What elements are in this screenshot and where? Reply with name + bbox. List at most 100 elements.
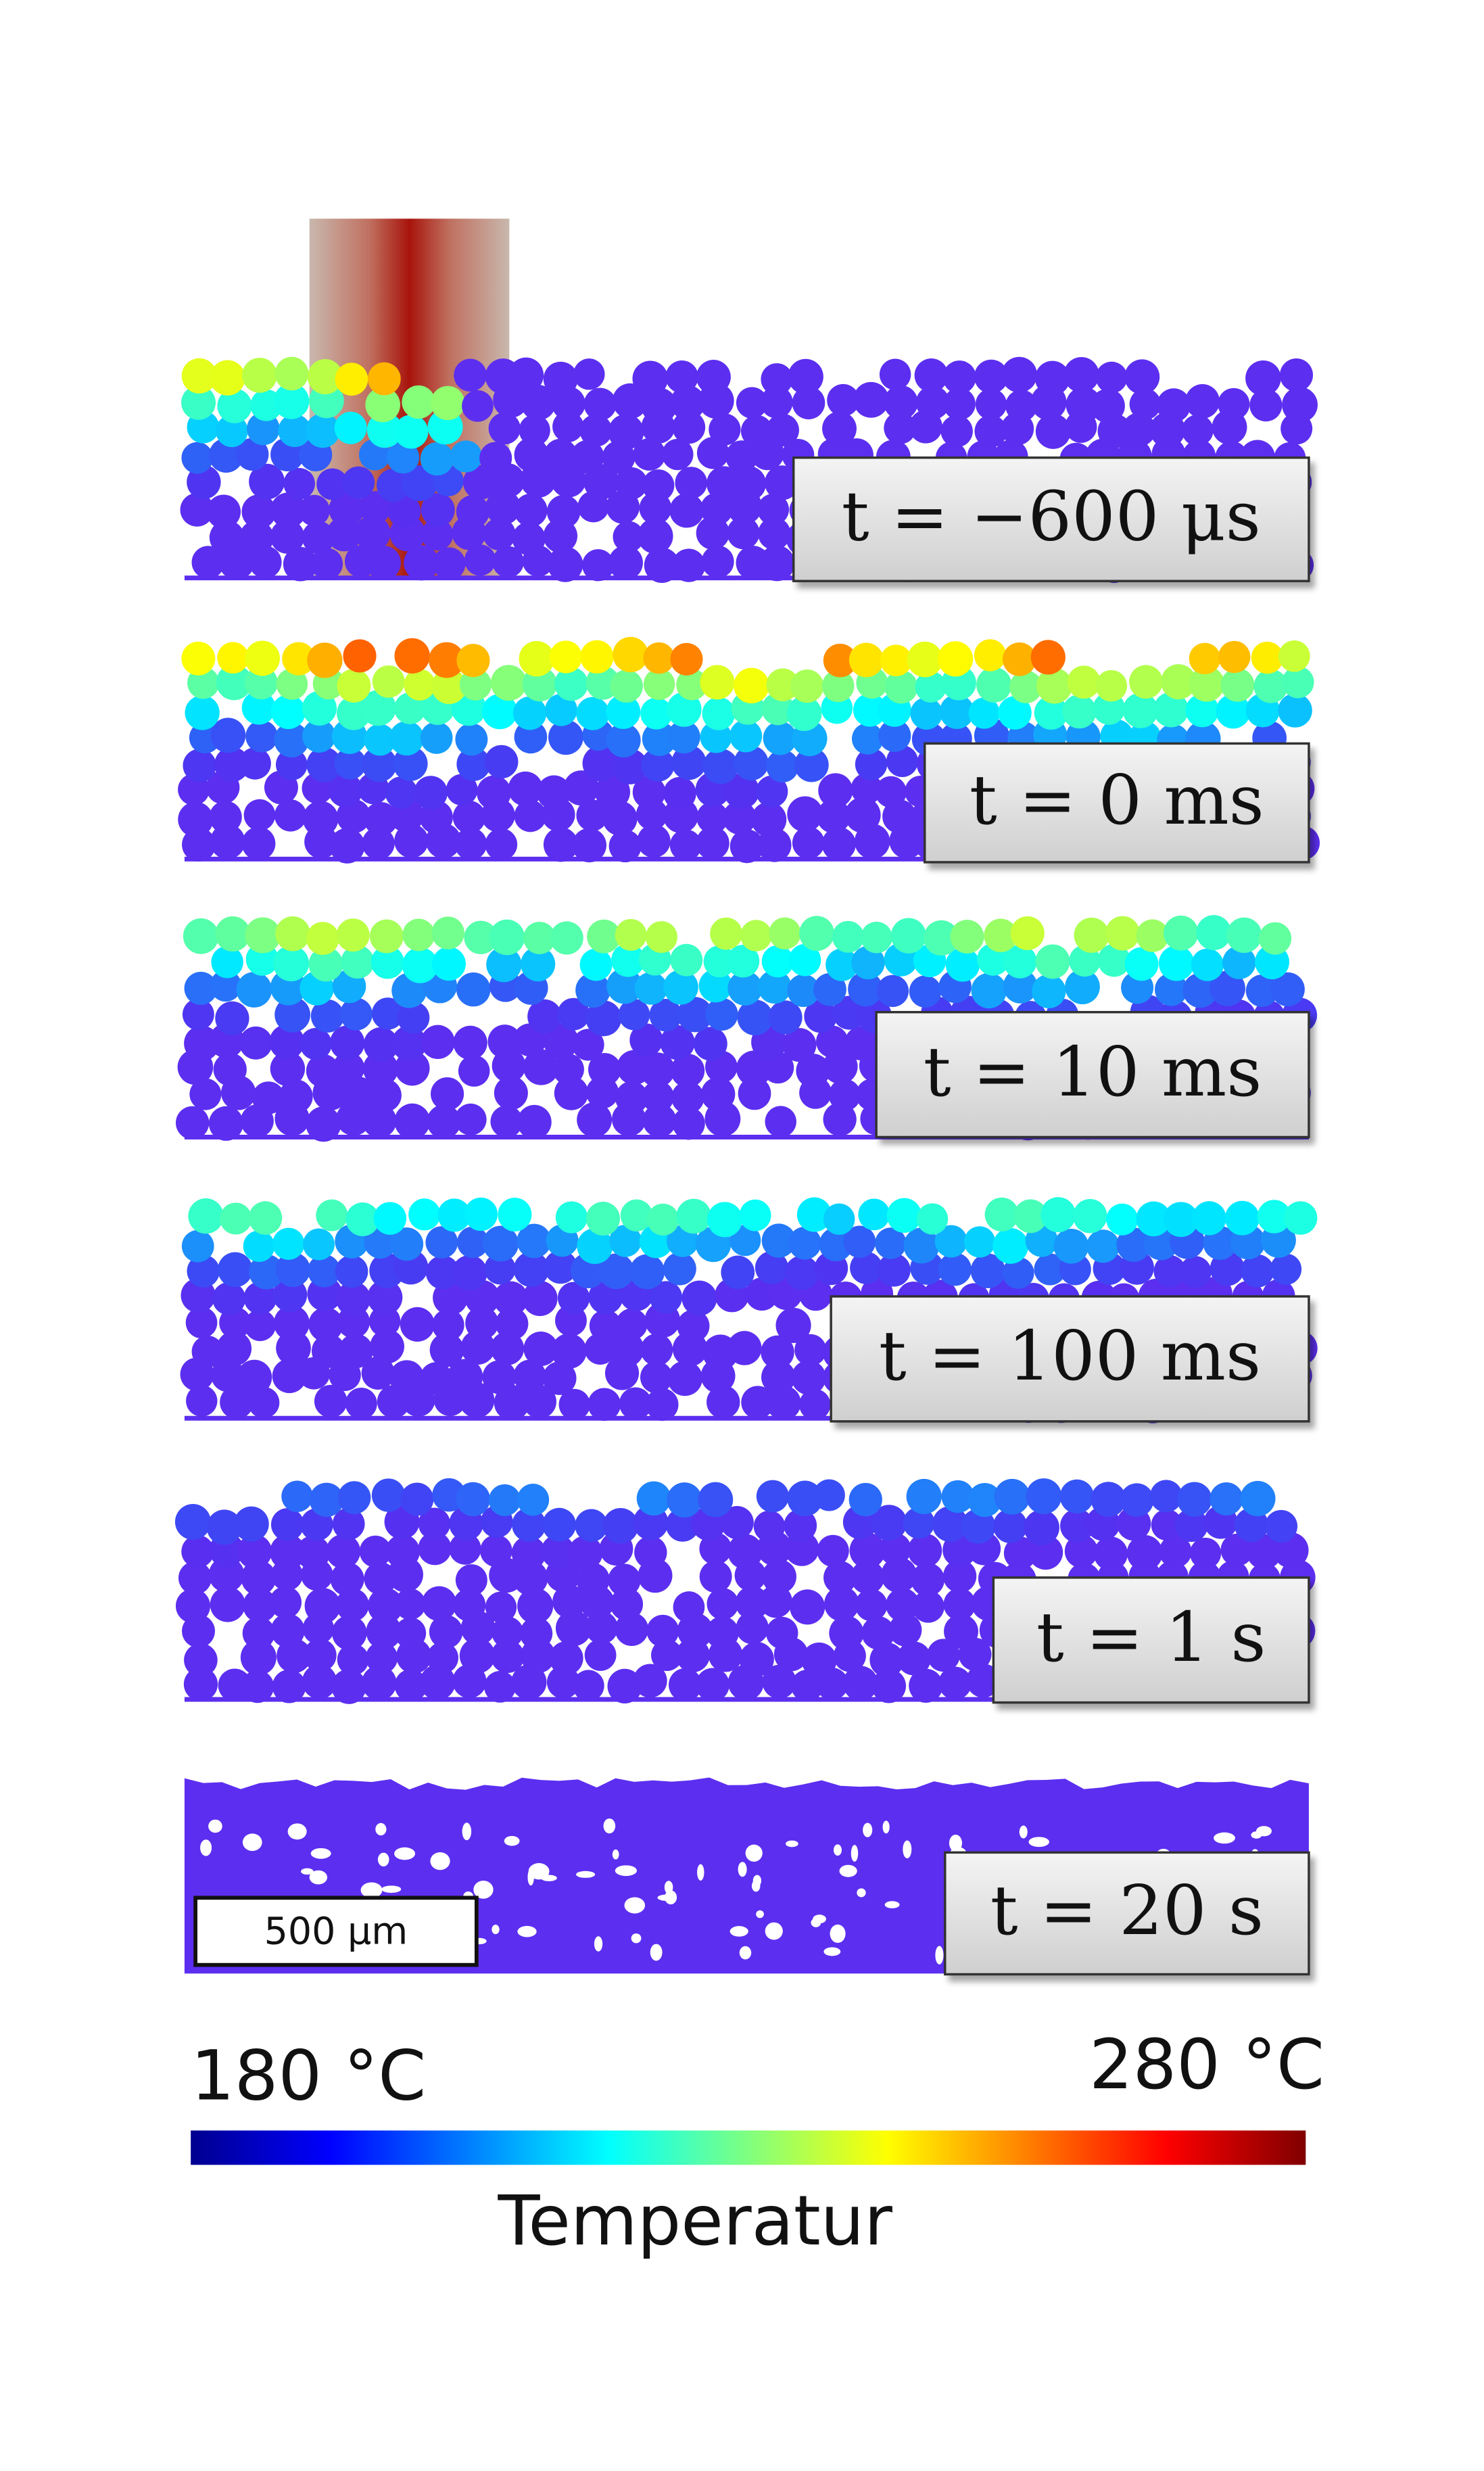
particle (775, 1307, 811, 1343)
particle (696, 1668, 729, 1702)
particle (738, 1077, 771, 1110)
particle (642, 469, 675, 502)
particle (823, 1203, 855, 1235)
particle (827, 383, 860, 417)
particle (275, 1252, 310, 1288)
particle (446, 774, 478, 806)
particle (984, 918, 1018, 953)
particle (721, 1255, 755, 1290)
particle (1003, 945, 1037, 979)
particle (455, 723, 488, 756)
particle (400, 1307, 435, 1342)
particle (663, 776, 696, 810)
pore (739, 1946, 752, 1960)
particle (950, 920, 984, 954)
particle (404, 545, 439, 581)
particle (788, 943, 821, 976)
particle (848, 971, 883, 1007)
particle (181, 358, 217, 394)
particle (215, 916, 251, 952)
particle (241, 494, 277, 530)
particle (432, 1309, 464, 1342)
particle (974, 415, 1007, 448)
colorbar-min: 180 °C (191, 2035, 426, 2115)
particle (245, 917, 281, 954)
particle (737, 999, 773, 1036)
particle (216, 415, 248, 448)
particle (903, 1507, 935, 1539)
particle (613, 521, 644, 552)
pore (360, 1882, 383, 1898)
particle (343, 639, 377, 673)
particle (823, 1102, 857, 1136)
particle (364, 724, 396, 756)
particle (486, 947, 522, 983)
particle (576, 697, 610, 730)
particle (462, 390, 494, 422)
particle (482, 1360, 517, 1394)
particle (649, 999, 682, 1032)
particle (672, 410, 706, 444)
particle (585, 1000, 622, 1037)
particle (555, 1201, 588, 1233)
particle (941, 1480, 974, 1513)
particle (447, 1359, 483, 1394)
pore (624, 1897, 646, 1914)
particle (1091, 388, 1125, 423)
particle (1009, 670, 1043, 703)
particle (619, 1387, 652, 1420)
particle (1002, 642, 1036, 676)
particle (1091, 1482, 1126, 1517)
particle (1278, 693, 1312, 728)
particle (402, 385, 435, 419)
particle (1177, 1482, 1212, 1517)
particle (707, 466, 742, 501)
particle (880, 644, 912, 677)
particle (844, 797, 881, 833)
particle (302, 719, 336, 753)
particle (1196, 915, 1232, 951)
particle (734, 745, 769, 781)
particle (367, 1588, 404, 1624)
particle (342, 466, 375, 499)
particle (1059, 1479, 1095, 1514)
particle (490, 665, 527, 701)
particle (431, 916, 464, 949)
particle (183, 1667, 218, 1701)
particle (705, 997, 738, 1031)
particle (801, 1642, 837, 1678)
particle (1189, 642, 1221, 675)
particle (484, 1253, 516, 1285)
particle (662, 438, 694, 471)
particle (370, 1329, 404, 1364)
particle (452, 1588, 486, 1622)
particle (756, 1480, 789, 1513)
particle (514, 720, 548, 754)
particle (740, 920, 772, 951)
particle (552, 410, 584, 442)
particle (766, 749, 799, 783)
particle (484, 745, 519, 779)
particle (454, 358, 487, 392)
particle (608, 1331, 644, 1367)
particle (182, 998, 214, 1031)
particle (632, 776, 666, 809)
particle (362, 827, 395, 860)
particle (181, 385, 216, 420)
particle (548, 720, 583, 755)
particle (490, 1105, 523, 1138)
particle (183, 918, 219, 954)
particle (272, 1359, 307, 1394)
particle (175, 1588, 210, 1624)
particle (762, 1664, 796, 1699)
particle (513, 1359, 546, 1393)
particle (508, 771, 543, 807)
particle (618, 999, 650, 1031)
particle (245, 720, 278, 753)
particle (278, 414, 312, 448)
particle (961, 1509, 996, 1544)
particle (311, 1334, 346, 1368)
pore (851, 1845, 859, 1862)
particle (362, 1051, 399, 1087)
particle (871, 1505, 907, 1541)
